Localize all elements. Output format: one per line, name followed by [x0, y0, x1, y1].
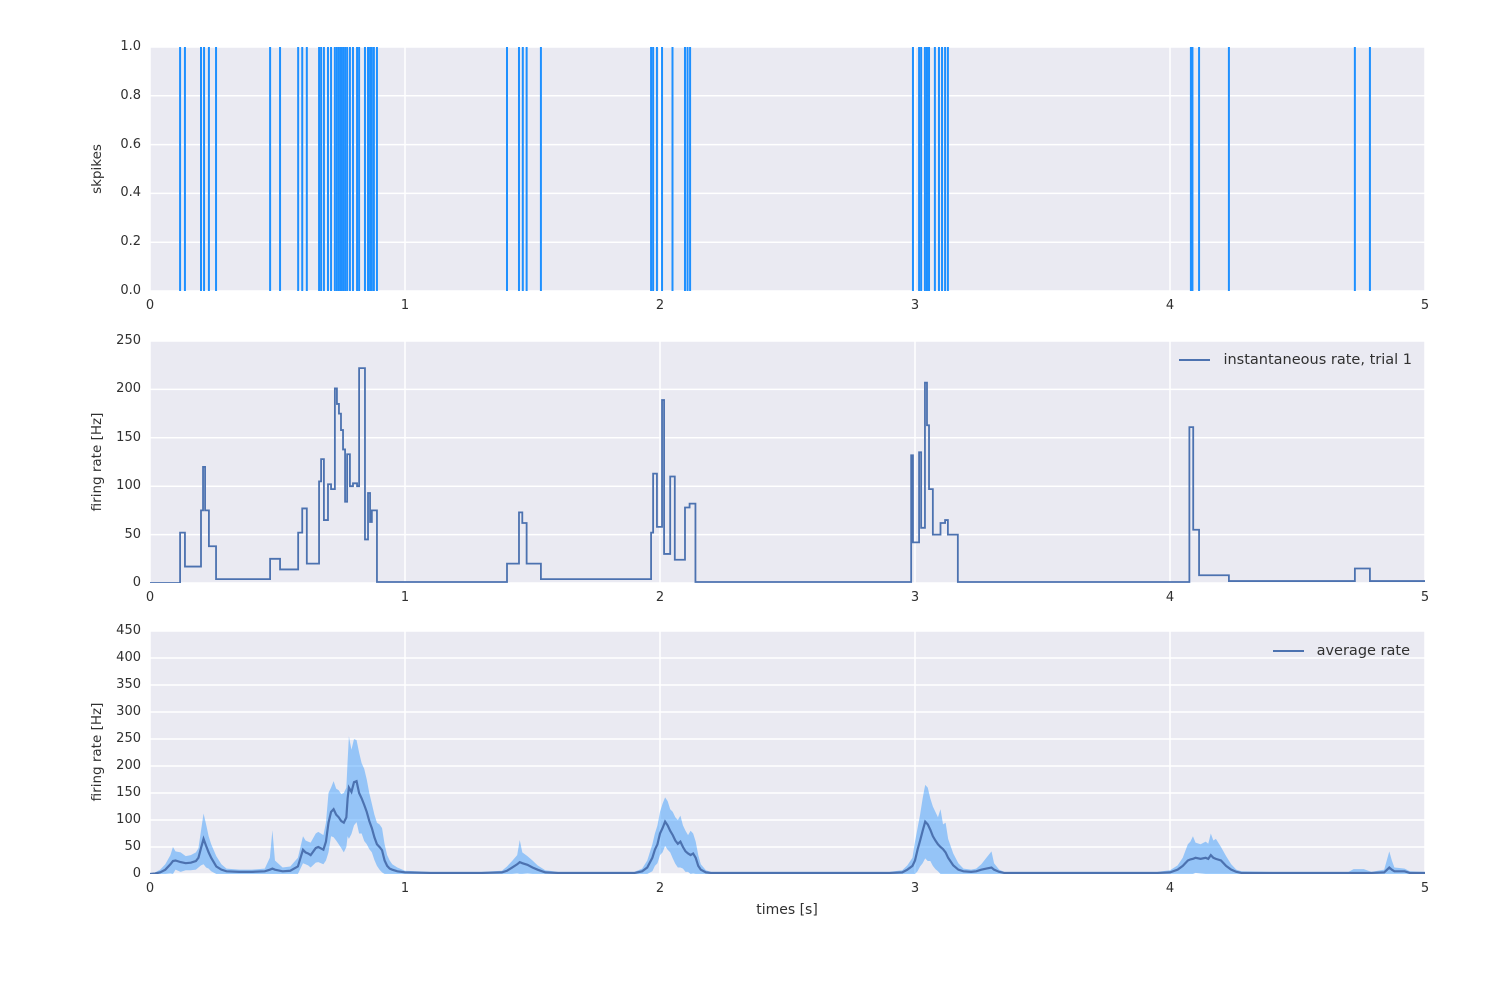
x-tick-label: 3: [910, 298, 920, 313]
spike-raster-canvas: [150, 47, 1425, 291]
x-tick-label: 0: [145, 881, 155, 896]
x-tick-label: 2: [655, 590, 665, 605]
x-tick-label: 2: [655, 881, 665, 896]
x-tick-label: 1: [400, 590, 410, 605]
x-tick-label: 1: [400, 298, 410, 313]
x-tick-label: 3: [910, 881, 920, 896]
legend-average-rate: average rate: [1272, 643, 1410, 659]
legend-label: average rate: [1316, 643, 1410, 659]
y-tick-label: 1.0: [120, 39, 141, 54]
x-tick-label: 5: [1420, 590, 1430, 605]
x-tick-label: 4: [1165, 881, 1175, 896]
x-tick-label: 1: [400, 881, 410, 896]
y-tick-label: 0.2: [120, 234, 141, 250]
y-tick-label: 0: [132, 866, 141, 881]
y-tick-label: 350: [116, 677, 141, 692]
y-tick-label: 0: [132, 575, 141, 590]
x-tick-label: 5: [1420, 298, 1430, 313]
y-tick-label: 300: [116, 704, 141, 719]
y-tick-label: 100: [116, 812, 141, 827]
y-tick-label: 50: [124, 839, 141, 854]
subplot-spike-raster: [150, 47, 1425, 291]
y-tick-label: 100: [116, 478, 141, 494]
y-axis-label-firing-rate-trial: firing rate [Hz]: [89, 412, 105, 512]
y-tick-label: 150: [116, 429, 141, 445]
legend-instantaneous-rate: instantaneous rate, trial 1: [1179, 352, 1412, 368]
y-tick-label: 50: [124, 526, 141, 542]
y-tick-label: 0.4: [120, 185, 141, 201]
legend-line-sample: [1272, 650, 1304, 652]
subplot-instantaneous-rate: [150, 341, 1425, 583]
subplot-average-rate: [150, 631, 1425, 874]
average-rate-canvas: [150, 631, 1425, 874]
y-tick-label: 250: [116, 333, 141, 348]
x-axis-label: times [s]: [756, 902, 818, 918]
instantaneous-rate-canvas: [150, 341, 1425, 583]
x-tick-label: 0: [145, 298, 155, 313]
y-tick-label: 450: [116, 623, 141, 638]
x-tick-label: 5: [1420, 881, 1430, 896]
x-tick-label: 0: [145, 590, 155, 605]
y-tick-label: 200: [116, 381, 141, 397]
y-tick-label: 0.8: [120, 87, 141, 103]
y-tick-label: 150: [116, 785, 141, 800]
x-tick-label: 4: [1165, 590, 1175, 605]
x-tick-label: 4: [1165, 298, 1175, 313]
y-tick-label: 400: [116, 650, 141, 665]
legend-label: instantaneous rate, trial 1: [1223, 352, 1412, 368]
x-tick-label: 3: [910, 590, 920, 605]
y-tick-label: 0.0: [120, 283, 141, 298]
y-tick-label: 0.6: [120, 136, 141, 152]
y-tick-label: 250: [116, 731, 141, 746]
y-tick-label: 200: [116, 758, 141, 773]
x-tick-label: 2: [655, 298, 665, 313]
legend-line-sample: [1179, 359, 1211, 361]
